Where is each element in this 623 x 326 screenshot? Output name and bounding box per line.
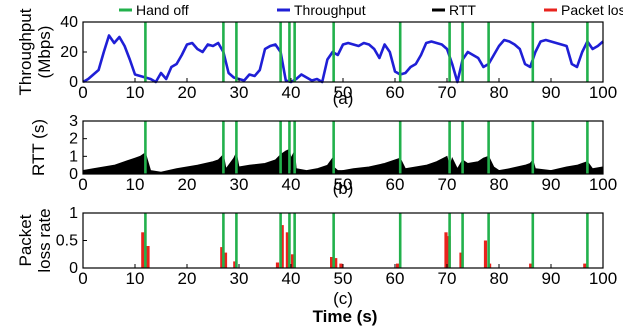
x-tick-label: 0 xyxy=(78,175,87,194)
x-tick-label: 30 xyxy=(230,83,249,102)
x-tick-label: 50 xyxy=(334,269,353,288)
x-tick-label: 90 xyxy=(542,175,561,194)
legend-item: RTT xyxy=(432,2,476,18)
loss-bar xyxy=(483,240,488,268)
loss-bar xyxy=(141,232,145,269)
x-tick-label: 0 xyxy=(78,83,87,102)
loss-bar xyxy=(223,252,228,268)
x-tick-label: 100 xyxy=(589,83,617,102)
y-tick-label: 40 xyxy=(60,14,78,31)
panel-label: (b) xyxy=(333,179,354,198)
loss-bar xyxy=(444,232,448,269)
y-tick-label: 1 xyxy=(69,205,78,222)
x-axis-label: Time (s) xyxy=(313,307,378,326)
y-tick-label: 0 xyxy=(69,260,78,277)
loss-bar xyxy=(529,263,533,268)
x-tick-label: 90 xyxy=(542,269,561,288)
x-tick-label: 20 xyxy=(178,175,197,194)
legend-label: Packet loss rate xyxy=(561,2,623,18)
x-tick-label: 70 xyxy=(438,269,457,288)
y-axis-label-line: (Mbps) xyxy=(35,26,54,79)
x-tick-label: 100 xyxy=(589,175,617,194)
loss-bar xyxy=(459,252,463,268)
loss-bar xyxy=(275,262,280,268)
y-tick-label: 2 xyxy=(69,131,78,148)
x-tick-label: 80 xyxy=(490,83,509,102)
x-tick-label: 20 xyxy=(178,269,197,288)
y-axis-label: RTT (s) xyxy=(29,119,48,176)
y-tick-label: 0 xyxy=(69,166,78,183)
loss-bar xyxy=(146,246,150,268)
y-tick-label: 1 xyxy=(69,148,78,165)
y-axis-label: Packetloss rate xyxy=(16,208,54,272)
loss-bar xyxy=(330,257,334,268)
legend-item: Hand off xyxy=(119,2,189,18)
y-axis-label-line: RTT (s) xyxy=(29,119,48,176)
y-tick-label: 0.5 xyxy=(56,233,78,250)
loss-bar xyxy=(334,258,338,268)
panel: 0 10 20 30 40 50 60 70 80 90 100 0 20 40 Throughput(Mb… xyxy=(16,8,617,108)
x-tick-label: 10 xyxy=(126,269,145,288)
x-tick-label: 50 xyxy=(334,83,353,102)
x-tick-label: 80 xyxy=(490,175,509,194)
series-line-throughput xyxy=(82,34,604,84)
loss-bar xyxy=(220,247,224,268)
loss-bar xyxy=(339,263,343,268)
legend-label: Throughput xyxy=(294,2,366,18)
x-tick-label: 90 xyxy=(542,83,561,102)
x-tick-label: 10 xyxy=(126,175,145,194)
x-tick-label: 50 xyxy=(334,175,353,194)
x-tick-label: 100 xyxy=(589,269,617,288)
loss-bar xyxy=(583,263,587,268)
axes-frame xyxy=(82,212,604,269)
y-tick-label: 0 xyxy=(69,74,78,91)
x-tick-label: 60 xyxy=(386,83,405,102)
x-tick-label: 20 xyxy=(178,83,197,102)
x-tick-label: 60 xyxy=(386,269,405,288)
x-tick-label: 70 xyxy=(438,83,457,102)
legend: Hand off Throughput RTT Packet loss rate xyxy=(119,2,623,18)
x-tick-label: 80 xyxy=(490,269,509,288)
panel-label: (a) xyxy=(333,89,354,108)
x-tick-label: 30 xyxy=(230,175,249,194)
loss-bar xyxy=(291,254,295,269)
x-tick-label: 40 xyxy=(282,83,301,102)
legend-item: Packet loss rate xyxy=(544,2,623,18)
loss-bar xyxy=(233,261,237,268)
y-axis-label: Throughput(Mbps) xyxy=(16,8,54,95)
x-tick-label: 40 xyxy=(282,269,301,288)
y-tick-label: 3 xyxy=(69,113,78,130)
legend-label: Hand off xyxy=(136,2,189,18)
series-area-rtt xyxy=(82,148,604,175)
x-tick-label: 60 xyxy=(386,175,405,194)
y-axis-label-line: Throughput xyxy=(16,8,35,95)
y-axis-label-line: loss rate xyxy=(35,208,54,272)
x-tick-label: 0 xyxy=(78,269,87,288)
loss-bar xyxy=(396,263,400,268)
y-tick-label: 20 xyxy=(60,44,78,61)
x-tick-label: 40 xyxy=(282,175,301,194)
x-tick-label: 30 xyxy=(230,269,249,288)
x-tick-label: 10 xyxy=(126,83,145,102)
loss-bar xyxy=(285,232,289,269)
legend-item: Throughput xyxy=(277,2,366,18)
panels: 0 10 20 30 40 50 60 70 80 90 10002040Throughput(Mb… xyxy=(16,8,617,308)
loss-bar xyxy=(280,225,284,268)
x-tick-label: 70 xyxy=(438,175,457,194)
y-axis-label-line: Packet xyxy=(16,214,35,266)
panel: 0 10 20 30 40 50 60 70 80 90 100 0 0.5 1 Packetloss ra… xyxy=(16,205,617,308)
panel-label: (c) xyxy=(333,289,353,308)
legend-label: RTT xyxy=(449,2,476,18)
